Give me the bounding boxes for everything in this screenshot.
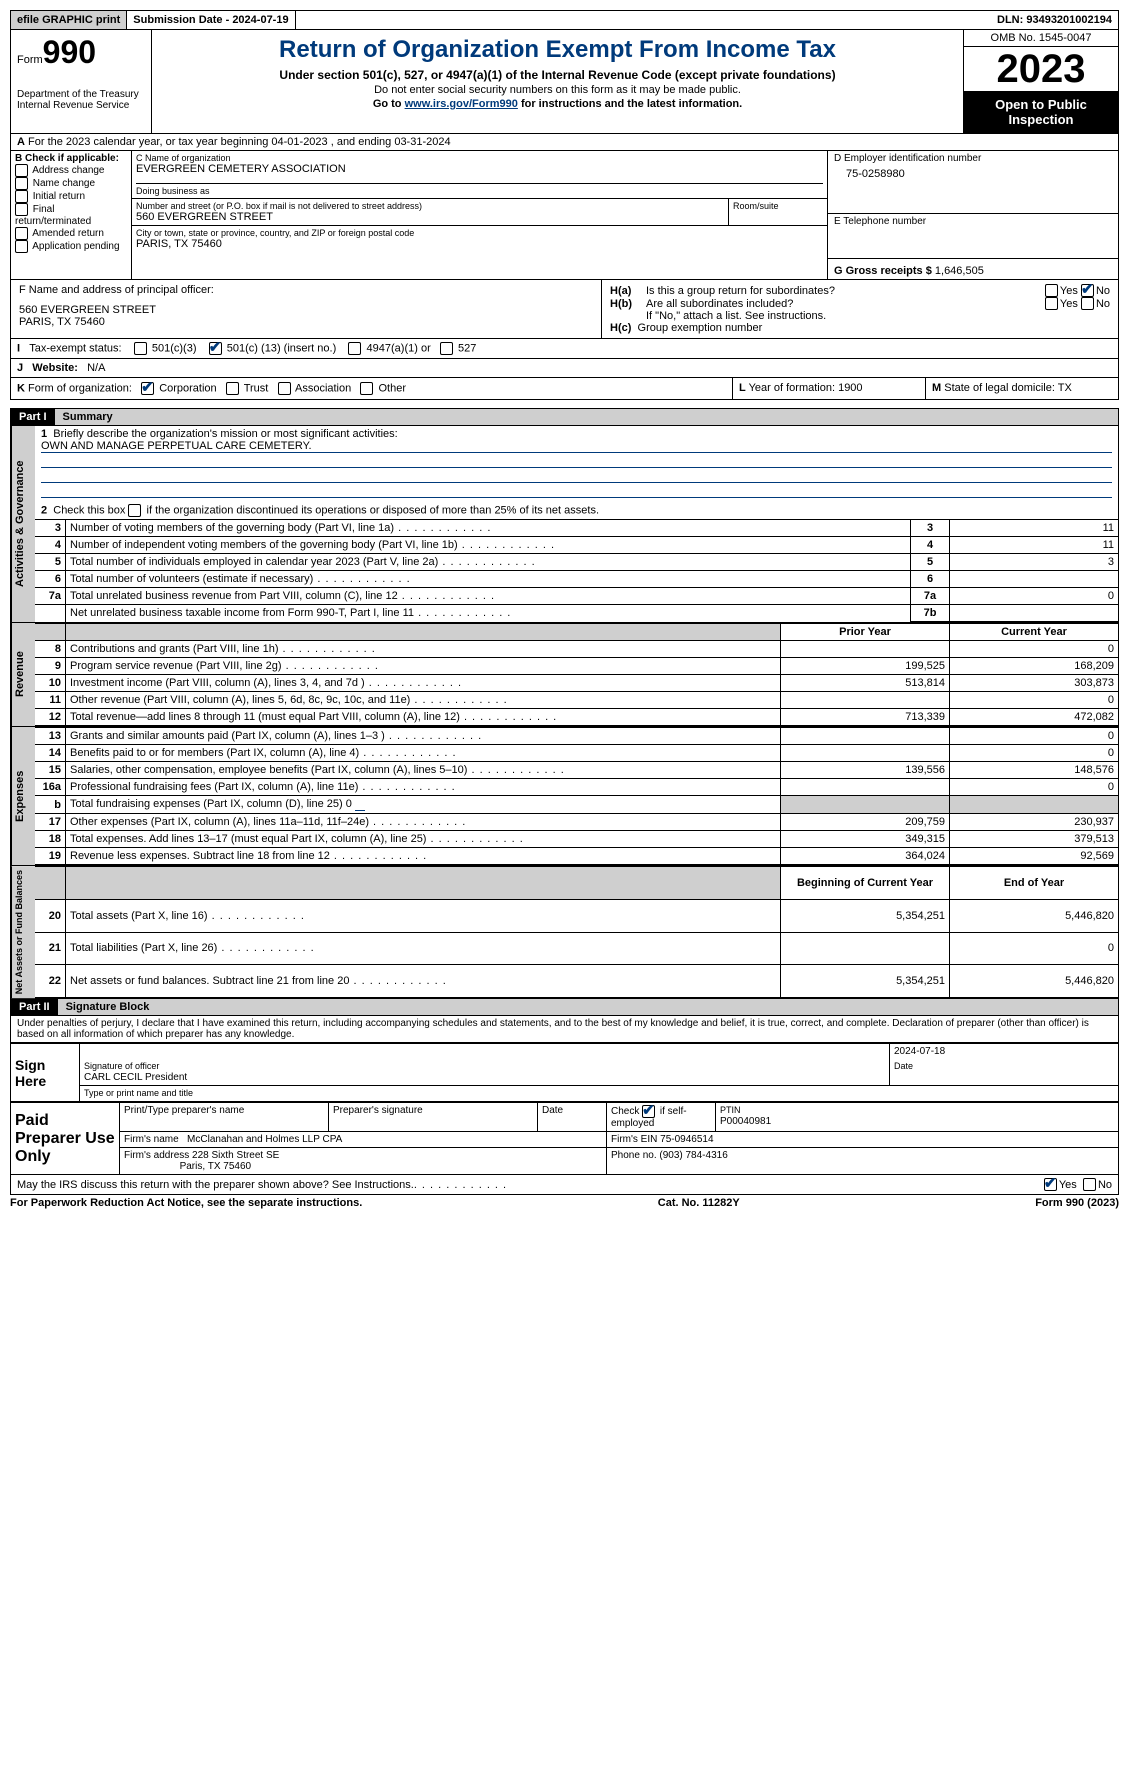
public-inspection: Open to Public Inspection <box>964 91 1118 133</box>
h-b-note: If "No," attach a list. See instructions… <box>610 310 1110 322</box>
boxb-item: Name change <box>15 177 127 190</box>
section-revenue: Revenue <box>11 623 35 726</box>
firm-ein: Firm's EIN 75-0946514 <box>607 1132 1119 1148</box>
h-a: Is this a group return for subordinates? <box>646 285 1045 297</box>
room-suite-label: Room/suite <box>729 199 827 225</box>
irs-link[interactable]: www.irs.gov/Form990 <box>405 98 518 110</box>
form-number: Form990 <box>17 34 145 71</box>
org-address: 560 EVERGREEN STREET <box>136 211 724 223</box>
paid-preparer: Paid Preparer Use Only <box>11 1103 120 1175</box>
dln: DLN: 93493201002194 <box>991 11 1118 29</box>
penalty-statement: Under penalties of perjury, I declare th… <box>10 1016 1119 1043</box>
paperwork-notice: For Paperwork Reduction Act Notice, see … <box>10 1197 362 1209</box>
addr-label: Number and street (or P.O. box if mail i… <box>136 201 724 211</box>
org-form-block: K Form of organization: Corporation Trus… <box>10 378 1119 400</box>
form-footer: Form 990 (2023) <box>1035 1197 1119 1209</box>
state-domicile: State of legal domicile: TX <box>944 382 1072 394</box>
dba-label: Doing business as <box>136 183 823 196</box>
firm-phone: Phone no. (903) 784-4316 <box>607 1148 1119 1175</box>
topbar: efile GRAPHIC print Submission Date - 20… <box>10 10 1119 30</box>
hb-yes-checkbox[interactable] <box>1045 297 1058 310</box>
h-c: Group exemption number <box>638 322 763 334</box>
ssn-note: Do not enter social security numbers on … <box>160 84 955 96</box>
sign-here: Sign Here <box>11 1044 80 1102</box>
4947-checkbox[interactable] <box>348 342 361 355</box>
discontinued-checkbox[interactable] <box>128 504 141 517</box>
discuss-yes-checkbox[interactable] <box>1044 1178 1057 1191</box>
sig-date: 2024-07-18 <box>890 1044 1119 1060</box>
501c3-checkbox[interactable] <box>134 342 147 355</box>
corp-checkbox[interactable] <box>141 382 154 395</box>
period-a: A For the 2023 calendar year, or tax yea… <box>10 134 1119 151</box>
ha-yes-checkbox[interactable] <box>1045 284 1058 297</box>
firm-name: McClanahan and Holmes LLP CPA <box>187 1134 342 1145</box>
section-netassets: Net Assets or Fund Balances <box>11 866 35 998</box>
city-label: City or town, state or province, country… <box>136 228 823 238</box>
ein-value: 75-0258980 <box>846 168 1112 180</box>
section-expenses: Expenses <box>11 727 35 865</box>
boxb-item: Final return/terminated <box>15 203 127 227</box>
firm-addr1: 228 Sixth Street SE <box>192 1150 279 1161</box>
org-city: PARIS, TX 75460 <box>136 238 823 250</box>
submission-date: Submission Date - 2024-07-19 <box>127 11 295 29</box>
discuss-question: May the IRS discuss this return with the… <box>17 1179 414 1191</box>
part2-header: Part II <box>11 999 58 1015</box>
efile-label: efile GRAPHIC print <box>11 11 127 29</box>
year-formation: Year of formation: 1900 <box>749 382 863 394</box>
boxb-item: Application pending <box>15 240 127 253</box>
mission-text: OWN AND MANAGE PERPETUAL CARE CEMETERY. <box>41 440 1112 453</box>
ein-label: D Employer identification number <box>834 153 1112 164</box>
gross-receipts-value: 1,646,505 <box>935 265 984 277</box>
firm-addr2: Paris, TX 75460 <box>180 1161 252 1172</box>
id-block: B Check if applicable: Address change Na… <box>10 151 1119 280</box>
ha-no-checkbox[interactable] <box>1081 284 1094 297</box>
omb-number: OMB No. 1545-0047 <box>964 30 1118 47</box>
ptin: P00040981 <box>720 1116 771 1127</box>
status-website-block: I Tax-exempt status: 501(c)(3) 501(c) (1… <box>10 339 1119 378</box>
officer-name: CARL CECIL President <box>84 1072 187 1083</box>
hb-no-checkbox[interactable] <box>1081 297 1094 310</box>
part2-title: Signature Block <box>58 999 1118 1015</box>
part1-title: Summary <box>55 409 1118 425</box>
phone-label: E Telephone number <box>834 216 1112 227</box>
website-value: N/A <box>87 362 105 374</box>
boxb-item: Initial return <box>15 190 127 203</box>
self-employed-checkbox[interactable] <box>642 1105 655 1118</box>
box-b-title: B Check if applicable: <box>15 153 127 164</box>
tax-year: 2023 <box>964 47 1118 91</box>
form-subtitle: Under section 501(c), 527, or 4947(a)(1)… <box>160 68 955 82</box>
form-header: Form990 Department of the Treasury Inter… <box>10 30 1119 134</box>
officer-label: F Name and address of principal officer: <box>19 284 593 296</box>
org-name-label: C Name of organization <box>136 153 823 163</box>
officer-addr2: PARIS, TX 75460 <box>19 316 593 328</box>
gross-receipts-label: G Gross receipts $ <box>834 265 932 277</box>
officer-addr1: 560 EVERGREEN STREET <box>19 304 593 316</box>
part1-header: Part I <box>11 409 55 425</box>
assoc-checkbox[interactable] <box>278 382 291 395</box>
dept-treasury: Department of the Treasury Internal Reve… <box>17 89 145 111</box>
h-b: Are all subordinates included? <box>646 298 1045 310</box>
section-governance: Activities & Governance <box>11 426 35 622</box>
discuss-no-checkbox[interactable] <box>1083 1178 1096 1191</box>
boxb-item: Address change <box>15 164 127 177</box>
boxb-item: Amended return <box>15 227 127 240</box>
officer-group-block: F Name and address of principal officer:… <box>10 280 1119 339</box>
cat-no: Cat. No. 11282Y <box>658 1197 740 1209</box>
other-checkbox[interactable] <box>360 382 373 395</box>
trust-checkbox[interactable] <box>226 382 239 395</box>
org-name: EVERGREEN CEMETERY ASSOCIATION <box>136 163 823 175</box>
501c-checkbox[interactable] <box>209 342 222 355</box>
form-title: Return of Organization Exempt From Incom… <box>160 36 955 64</box>
527-checkbox[interactable] <box>440 342 453 355</box>
